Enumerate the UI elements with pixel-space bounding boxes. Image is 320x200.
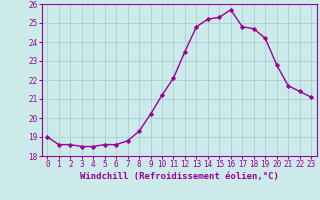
X-axis label: Windchill (Refroidissement éolien,°C): Windchill (Refroidissement éolien,°C) xyxy=(80,172,279,181)
